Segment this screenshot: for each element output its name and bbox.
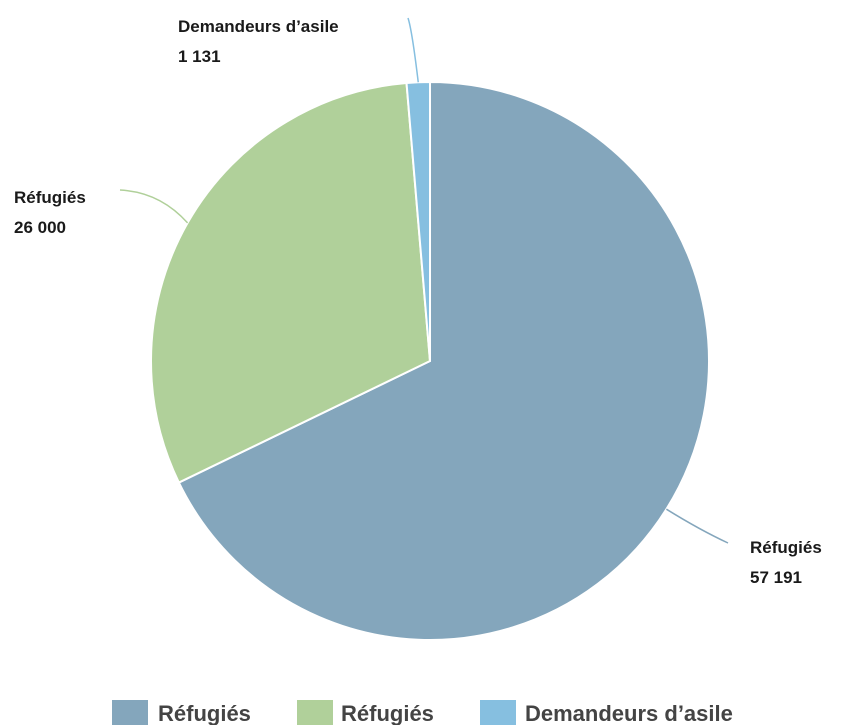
slice-label-name: Réfugiés: [750, 538, 822, 557]
legend-item-refugies-main: Réfugiés: [112, 700, 251, 725]
legend: Réfugiés Réfugiés Demandeurs d’asile: [112, 700, 733, 725]
slice-label-value: 26 000: [14, 218, 66, 237]
pie-slices: [150, 80, 710, 641]
legend-item-refugies-second: Réfugiés: [297, 700, 434, 725]
legend-label: Réfugiés: [341, 701, 434, 725]
legend-item-demandeurs: Demandeurs d’asile: [480, 700, 733, 725]
leader-lines: [119, 17, 729, 544]
leader-line-refugies-main: [665, 508, 729, 544]
slice-label-name: Réfugiés: [14, 188, 86, 207]
slice-label-name: Demandeurs d’asile: [178, 17, 339, 36]
pie-slice-refugies-main: [177, 80, 710, 641]
legend-swatch: [297, 700, 333, 725]
slice-label-refugies-second: Réfugiés 26 000: [14, 188, 86, 237]
legend-label: Demandeurs d’asile: [525, 701, 733, 725]
legend-swatch: [112, 700, 148, 725]
legend-swatch: [480, 700, 516, 725]
pie-slice-refugies-second: [150, 81, 432, 484]
slice-label-demandeurs: Demandeurs d’asile 1 131: [178, 17, 339, 66]
legend-label: Réfugiés: [158, 701, 251, 725]
slice-label-value: 57 191: [750, 568, 802, 587]
slice-label-value: 1 131: [178, 47, 221, 66]
slice-label-refugies-main: Réfugiés 57 191: [750, 538, 822, 587]
pie-slice-demandeurs: [405, 80, 431, 362]
leader-line-refugies-second: [119, 189, 189, 224]
leader-line-demandeurs: [407, 17, 419, 83]
